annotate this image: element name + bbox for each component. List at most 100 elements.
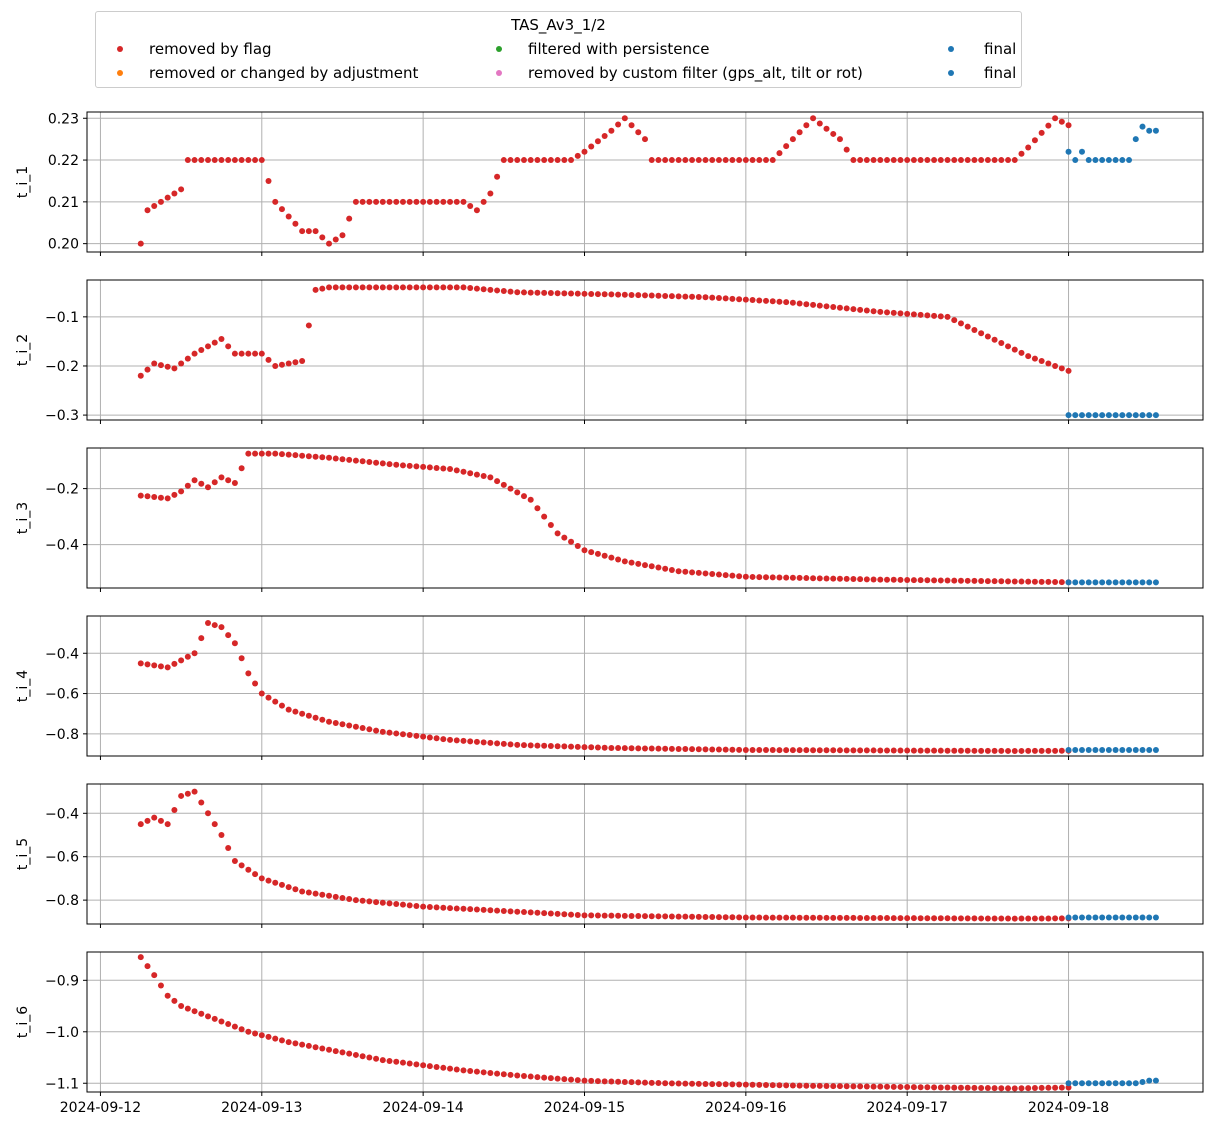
panel-6-point-flag xyxy=(379,1057,386,1064)
legend-marker-custom-filter xyxy=(496,70,502,76)
panel-3-point-flag xyxy=(447,466,454,472)
panel-2-point-flag xyxy=(231,350,238,357)
panel-4-point-flag xyxy=(164,664,171,671)
panel-6-point-flag xyxy=(520,1073,527,1080)
panel-1-point-flag xyxy=(742,157,749,164)
panel-2-point-flag xyxy=(568,290,575,297)
panel-6-point-flag xyxy=(978,1084,985,1091)
legend-marker-removed-by-flag xyxy=(117,46,123,52)
panel-6-point-flag xyxy=(816,1082,823,1089)
panel-2-point-flag xyxy=(615,291,622,298)
panel-4-point-flag xyxy=(917,747,924,754)
panel-5-point-flag xyxy=(1025,915,1032,922)
panel-3-point-flag xyxy=(884,576,891,583)
panel-1-point-flag xyxy=(931,157,938,164)
panel-3-point-flag xyxy=(615,556,622,563)
panel-1-point-flag xyxy=(836,136,843,143)
panel-6-point-flag xyxy=(581,1077,588,1084)
panel-3-point-final xyxy=(1072,579,1079,586)
panel-3-point-flag xyxy=(319,454,326,461)
panel-5-point-flag xyxy=(588,912,595,919)
legend-title: TAS_Av3_1/2 xyxy=(511,16,606,34)
panel-2-point-flag xyxy=(453,284,460,291)
panel-6-point-flag xyxy=(897,1083,904,1090)
panel-3-point-flag xyxy=(272,450,279,457)
panel-2-point-flag xyxy=(675,293,682,300)
panel-5-point-flag xyxy=(608,912,615,919)
panel-1-point-flag xyxy=(857,157,864,164)
panel-3-point-final xyxy=(1092,579,1099,586)
panel-1-point-flag xyxy=(675,157,682,164)
panel-3-point-flag xyxy=(789,574,796,581)
panel-2-point-flag xyxy=(366,284,373,291)
panel-5-point-flag xyxy=(991,915,998,922)
panel-6-point-flag xyxy=(514,1072,521,1079)
panel-3-point-flag xyxy=(931,577,938,584)
panel-4-point-flag xyxy=(433,735,440,742)
panel-1-point-flag xyxy=(823,125,830,132)
panel-6-point-flag xyxy=(305,1042,312,1049)
panel-3-point-flag xyxy=(245,450,252,457)
panel-1-point-flag xyxy=(642,136,648,143)
legend-marker-persistence xyxy=(496,46,502,52)
panel-6-point-flag xyxy=(507,1071,514,1078)
panel-4-point-flag xyxy=(157,663,164,670)
panel-5-point-flag xyxy=(789,914,796,921)
legend-marker-final-1 xyxy=(948,46,954,52)
panel-3-point-flag xyxy=(420,463,427,470)
panel-1-point-final xyxy=(1152,127,1159,134)
panel-4-point-final xyxy=(1132,746,1139,753)
panel-5-point-flag xyxy=(877,915,884,922)
panel-5-point-flag xyxy=(332,893,339,900)
panel-6-point-final xyxy=(1146,1077,1153,1084)
panel-3-point-flag xyxy=(857,576,864,583)
panel-4-point-flag xyxy=(426,734,433,741)
panel-6-point-flag xyxy=(843,1083,850,1090)
panel-1-point-flag xyxy=(541,157,548,164)
panel-4-point-flag xyxy=(951,747,958,754)
panel-4-point-flag xyxy=(816,747,823,754)
panel-5-point-flag xyxy=(648,913,655,920)
panel-1-point-flag xyxy=(554,157,561,164)
panel-6-point-flag xyxy=(487,1069,494,1076)
panel-4-point-flag xyxy=(507,741,514,748)
panel-2-ytick-label-2: −0.3 xyxy=(45,408,79,424)
panel-3-point-flag xyxy=(843,575,850,582)
panel-4-point-flag xyxy=(245,670,252,677)
legend-label-removed-by-flag: removed by flag xyxy=(149,40,272,58)
panel-1-point-flag xyxy=(1018,150,1025,157)
panel-4-point-flag xyxy=(998,747,1005,754)
panel-3-point-flag xyxy=(366,459,373,465)
panel-4-point-flag xyxy=(877,747,884,754)
panel-1-point-flag xyxy=(689,157,696,164)
panel-1-point-flag xyxy=(399,198,406,205)
panel-6-point-flag xyxy=(682,1080,689,1087)
panel-6-point-flag xyxy=(164,992,171,999)
panel-4-point-flag xyxy=(843,747,850,754)
panel-3-point-flag xyxy=(285,451,292,458)
panel-3-point-flag xyxy=(621,558,628,565)
panel-6-point-flag xyxy=(157,982,164,989)
panel-5-point-flag xyxy=(447,905,454,912)
panel-5-point-flag xyxy=(399,901,406,908)
panel-4-point-flag xyxy=(574,743,581,750)
panel-4-point-flag xyxy=(184,653,191,660)
panel-2-point-flag xyxy=(964,323,971,330)
panel-6-point-flag xyxy=(346,1050,353,1057)
panel-6-point-flag xyxy=(1045,1084,1052,1091)
panel-1-point-flag xyxy=(783,143,790,150)
panel-4-point-flag xyxy=(957,747,964,754)
panel-2-point-final xyxy=(1152,412,1159,419)
panel-3-point-flag xyxy=(574,543,581,549)
panel-5-point-flag xyxy=(164,821,171,828)
panel-1-point-flag xyxy=(346,215,353,222)
panel-1-point-final xyxy=(1146,127,1153,134)
panel-6-point-flag xyxy=(534,1074,541,1081)
panel-3-point-flag xyxy=(292,452,299,459)
panel-6-point-flag xyxy=(561,1076,568,1083)
panel-5-point-flag xyxy=(225,845,232,852)
panel-2-point-flag xyxy=(904,310,911,317)
panel-3-point-flag xyxy=(984,578,991,585)
panel-5-point-flag xyxy=(702,913,709,920)
panel-6-point-flag xyxy=(480,1069,487,1076)
